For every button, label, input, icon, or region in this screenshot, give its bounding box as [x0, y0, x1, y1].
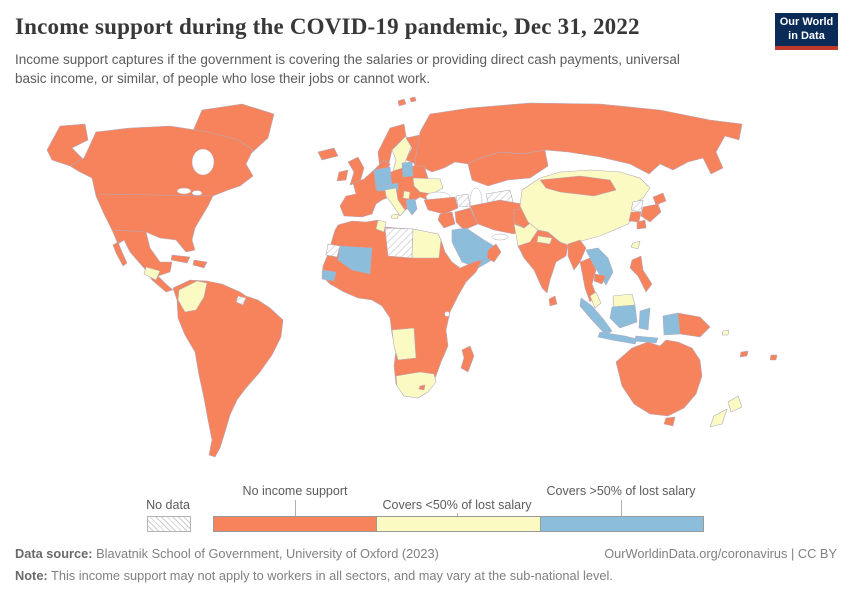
region-lesotho[interactable]	[418, 384, 426, 391]
region-south-america[interactable]	[172, 279, 284, 458]
region-italy[interactable]	[384, 187, 406, 217]
region-egypt[interactable]	[411, 228, 442, 259]
region-solomon-islands[interactable]	[721, 329, 730, 336]
region-tasmania[interactable]	[663, 416, 676, 427]
legend-swatch-covers-less-50[interactable]	[376, 516, 541, 532]
data-source-line: Data source: Blavatnik School of Governm…	[15, 546, 439, 561]
region-tunisia[interactable]	[375, 219, 387, 233]
great-lakes-west	[176, 187, 192, 195]
us-mexico-border	[112, 229, 147, 233]
subtitle-line-2: basic income, or similar, of people who …	[15, 71, 430, 86]
region-baja-california[interactable]	[112, 241, 128, 267]
region-serbia[interactable]	[402, 190, 411, 200]
legend-label-no-income-support: No income support	[242, 484, 348, 498]
legend-label-covers-more-50: Covers >50% of lost salary	[546, 484, 696, 498]
region-australia[interactable]	[615, 339, 703, 417]
region-fiji[interactable]	[769, 354, 778, 361]
logo-line-2: in Data	[788, 30, 825, 42]
region-guatemala[interactable]	[143, 266, 161, 281]
legend-swatch-covers-more-50[interactable]	[539, 516, 704, 532]
region-new-zealand-south[interactable]	[709, 408, 728, 428]
legend-bar	[213, 516, 704, 532]
legend-swatch-no-income-support[interactable]	[213, 516, 378, 532]
region-colombia[interactable]	[177, 280, 208, 313]
region-turkey[interactable]	[423, 196, 459, 215]
region-oman[interactable]	[486, 243, 502, 263]
region-libya[interactable]	[384, 227, 414, 259]
legend-tick	[621, 500, 622, 516]
region-western-sahara[interactable]	[325, 243, 341, 258]
region-central-asia[interactable]	[467, 149, 549, 187]
region-ireland[interactable]	[336, 169, 349, 182]
region-alaska[interactable]	[46, 123, 89, 167]
region-svalbard[interactable]	[397, 96, 417, 107]
page-title: Income support during the COVID-19 pande…	[15, 14, 640, 39]
region-laos-vietnam[interactable]	[585, 247, 614, 286]
region-angola[interactable]	[391, 327, 417, 361]
logo-line-1: Our World	[779, 16, 834, 28]
region-senegal[interactable]	[321, 269, 337, 282]
hudson-bay	[191, 148, 215, 176]
region-south-africa[interactable]	[395, 371, 437, 399]
region-cuba[interactable]	[170, 254, 191, 264]
region-new-caledonia[interactable]	[739, 350, 749, 358]
region-baltic-states[interactable]	[401, 161, 414, 178]
persian-gulf	[491, 233, 509, 241]
region-caucasus[interactable]	[455, 193, 471, 208]
region-north-korea[interactable]	[630, 199, 644, 213]
note-label: Note:	[15, 568, 48, 583]
legend-label-covers-less-50: Covers <50% of lost salary	[382, 498, 532, 512]
data-source-text: Blavatnik School of Government, Universi…	[92, 546, 439, 561]
region-south-korea[interactable]	[628, 211, 642, 223]
region-iceland[interactable]	[317, 147, 339, 161]
region-lesser-sunda[interactable]	[633, 335, 659, 344]
region-hispaniola[interactable]	[192, 259, 208, 269]
region-french-guiana[interactable]	[235, 295, 247, 306]
region-papua-new-guinea[interactable]	[677, 312, 711, 338]
region-java[interactable]	[597, 331, 638, 345]
region-mongolia[interactable]	[539, 175, 617, 197]
region-mali[interactable]	[337, 245, 373, 275]
legend-no-data-swatch[interactable]	[147, 516, 191, 532]
region-greece[interactable]	[405, 198, 418, 216]
region-nepal[interactable]	[536, 235, 553, 245]
region-new-zealand-north[interactable]	[727, 395, 743, 413]
region-sicily[interactable]	[390, 213, 400, 220]
region-japan-hokkaido[interactable]	[652, 192, 667, 206]
region-sri-lanka[interactable]	[548, 295, 558, 307]
legend-tick	[457, 513, 458, 516]
data-source-label: Data source:	[15, 546, 93, 561]
region-taiwan[interactable]	[630, 240, 641, 250]
region-japan-honshu[interactable]	[640, 203, 662, 223]
legend-no-data-label: No data	[146, 498, 190, 512]
region-russia[interactable]	[413, 102, 743, 175]
region-malay-peninsula[interactable]	[589, 291, 602, 309]
region-iraq[interactable]	[454, 207, 479, 231]
region-japan-kyushu[interactable]	[636, 219, 647, 230]
owid-logo[interactable]: Our World in Data	[775, 13, 838, 50]
lake-victoria	[444, 311, 450, 317]
region-sulawesi[interactable]	[638, 307, 651, 331]
note-line: Note: This income support may not apply …	[15, 568, 613, 583]
region-west-papua[interactable]	[662, 312, 681, 336]
region-madagascar[interactable]	[460, 345, 475, 373]
chart-subtitle: Income support captures if the governmen…	[15, 50, 760, 88]
region-north-america[interactable]	[69, 125, 254, 293]
great-lakes-east	[191, 190, 203, 196]
rights-link[interactable]: OurWorldinData.org/coronavirus | CC BY	[604, 546, 837, 561]
region-cambodia[interactable]	[593, 273, 607, 285]
subtitle-line-1: Income support captures if the governmen…	[15, 52, 680, 67]
us-canada-border	[97, 193, 214, 197]
region-sumatra[interactable]	[579, 297, 613, 336]
region-kalimantan[interactable]	[609, 304, 638, 329]
region-philippines[interactable]	[629, 255, 653, 293]
region-levant[interactable]	[437, 211, 456, 229]
legend-tick	[295, 500, 296, 516]
region-saudi-arabia[interactable]	[451, 227, 495, 269]
note-text: This income support may not apply to wor…	[47, 568, 613, 583]
